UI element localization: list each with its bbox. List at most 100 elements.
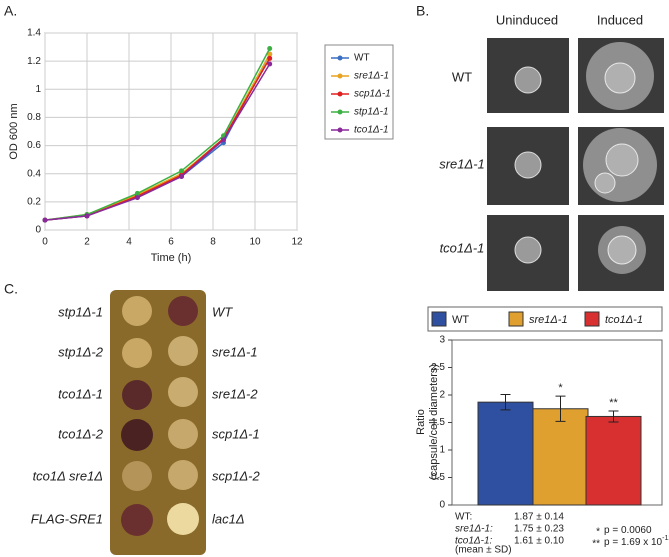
- point: [134, 190, 140, 196]
- point: [267, 55, 273, 61]
- strain-label: stp1Δ-1: [58, 304, 103, 319]
- point: [267, 51, 273, 57]
- legend-swatch: [337, 109, 343, 115]
- error-bar: [608, 410, 619, 423]
- y-tick-label: 0: [439, 500, 445, 511]
- stat-name: tco1Δ-1:: [455, 536, 493, 547]
- legend-label: scp1Δ-1: [354, 89, 391, 100]
- annotation: *: [558, 382, 563, 394]
- x-tick-label: 4: [126, 237, 132, 248]
- y-tick-label: 0.5: [431, 472, 445, 483]
- y-tick-label: 0.2: [27, 196, 41, 207]
- p-mark: **: [592, 539, 600, 550]
- row-label: tco1Δ-1: [440, 240, 485, 255]
- point: [42, 217, 48, 223]
- y-tick-label: 0.8: [27, 112, 41, 123]
- strain-label: sre1Δ-1: [212, 344, 258, 359]
- series-line: [44, 53, 271, 221]
- stat-name: WT:: [455, 512, 472, 523]
- panel-label: B.: [416, 3, 429, 19]
- micrographs: [487, 38, 664, 291]
- legend: [427, 306, 663, 332]
- y-tick-label: 1.4: [27, 28, 41, 39]
- point: [267, 61, 273, 67]
- strain-label: scp1Δ-1: [212, 426, 260, 441]
- y-tick-label: 0: [35, 225, 41, 236]
- strain-label: stp1Δ-2: [58, 344, 104, 359]
- y-tick-label: 0.6: [27, 140, 41, 151]
- stat-name: sre1Δ-1:: [455, 524, 493, 535]
- point: [221, 137, 226, 143]
- y-tick-label: 2.5: [431, 362, 445, 373]
- legend-label: sre1Δ-1: [529, 314, 568, 326]
- legend-label: tco1Δ-1: [605, 314, 643, 326]
- y-tick-label: 1: [35, 84, 41, 95]
- panel-label: C.: [4, 281, 18, 297]
- legend-label: tco1Δ-1: [354, 125, 389, 136]
- legend: [324, 44, 394, 140]
- row-label: sre1Δ-1: [439, 156, 485, 171]
- y-axis-label: OD 600 nm: [8, 103, 20, 159]
- stat-value: 1.61 ± 0.10: [514, 536, 564, 547]
- y-tick-label: 3: [439, 335, 445, 346]
- error-bar: [555, 395, 566, 422]
- series-line: [44, 48, 271, 221]
- y-tick-label: 0.4: [27, 168, 41, 179]
- point: [134, 195, 140, 201]
- p-value: p = 1.69 x 10-12: [604, 535, 669, 548]
- x-tick-label: 10: [249, 237, 261, 248]
- y-tick-label: 1.2: [27, 56, 41, 67]
- p-value: p = 0.0060: [604, 525, 652, 536]
- x-tick-label: 2: [84, 237, 90, 248]
- point: [84, 213, 90, 219]
- annotation: **: [609, 397, 618, 409]
- stat-value: 1.75 ± 0.23: [514, 524, 564, 535]
- x-tick-label: 0: [42, 237, 48, 248]
- p-text: p = 1.69 x 10: [604, 537, 663, 548]
- x-tick-label: 6: [168, 237, 174, 248]
- strain-label: tco1Δ-2: [58, 426, 104, 441]
- x-axis-label: Time (h): [151, 252, 192, 264]
- strain-label: tco1Δ-1: [58, 386, 103, 401]
- column-header: Uninduced: [496, 12, 558, 27]
- y-tick-label: 2: [439, 390, 445, 401]
- strain-label: sre1Δ-2: [212, 386, 258, 401]
- strain-label: scp1Δ-2: [212, 468, 261, 483]
- legend-swatch: [337, 55, 343, 61]
- panel-label: A.: [4, 3, 17, 19]
- legend-label: stp1Δ-1: [354, 107, 389, 118]
- strain-label: lac1Δ: [212, 511, 245, 526]
- x-tick-label: 12: [291, 237, 303, 248]
- y-axis-label: Ratio: [415, 409, 427, 435]
- strain-label: tco1Δ sre1Δ: [33, 468, 103, 483]
- point: [179, 168, 184, 174]
- column-header: Induced: [597, 12, 643, 27]
- point: [179, 174, 184, 180]
- series-line: [44, 53, 271, 221]
- row-label: WT: [452, 69, 472, 84]
- colonies: [121, 296, 199, 536]
- bar: [477, 401, 534, 506]
- point: [267, 45, 273, 51]
- y-axis-sublabel: (capsule/cell diameters): [428, 364, 440, 480]
- legend-swatch: [337, 127, 343, 133]
- legend-swatch: [337, 73, 343, 79]
- stat-note: (mean ± SD): [455, 545, 512, 556]
- legend-label: WT: [452, 314, 469, 326]
- y-tick-label: 1: [439, 445, 445, 456]
- bar: [532, 408, 589, 506]
- series-line: [44, 63, 271, 221]
- y-tick-label: 1.5: [431, 417, 445, 428]
- stat-value: 1.87 ± 0.14: [514, 512, 564, 523]
- legend-swatch: [584, 311, 600, 327]
- x-tick-label: 8: [210, 237, 216, 248]
- p-exponent: -12: [662, 535, 669, 542]
- error-bar: [500, 393, 511, 411]
- p-text: p = 0.0060: [604, 525, 652, 536]
- legend-swatch: [337, 91, 343, 97]
- bar: [585, 415, 642, 506]
- legend-label: sre1Δ-1: [354, 71, 389, 82]
- legend-swatch: [508, 311, 524, 327]
- strain-label: FLAG-SRE1: [31, 511, 103, 526]
